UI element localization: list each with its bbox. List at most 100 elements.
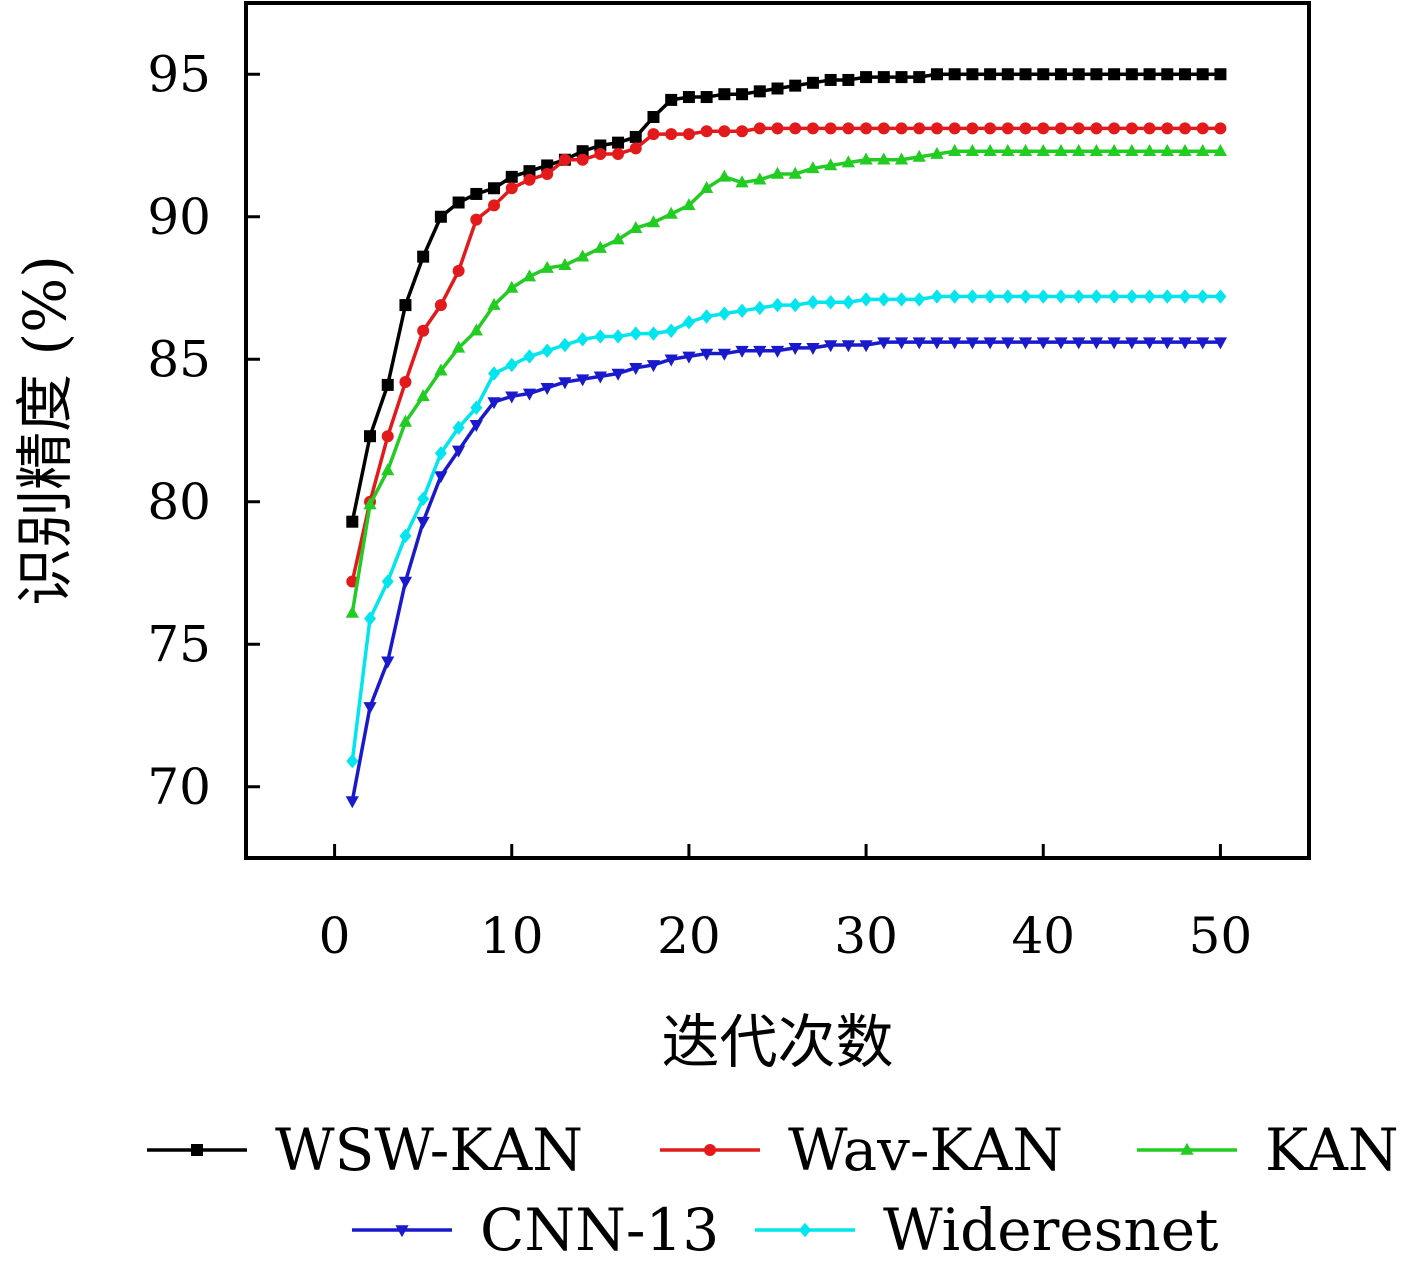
data-point (523, 165, 536, 178)
data-point (1072, 289, 1085, 304)
data-point (558, 337, 571, 353)
data-point (753, 85, 766, 98)
data-point (717, 348, 731, 361)
data-point (594, 148, 607, 161)
data-point (399, 528, 412, 544)
data-point (612, 148, 625, 161)
data-point (736, 125, 749, 138)
data-point (1142, 144, 1157, 156)
series-wideresnet (346, 289, 1227, 769)
data-point (894, 337, 909, 350)
legend-item: Wideresnet (755, 1196, 1218, 1264)
data-point (753, 122, 766, 135)
data-point (718, 306, 731, 321)
data-point (1213, 337, 1228, 350)
data-point (470, 213, 483, 226)
data-point (1036, 337, 1050, 350)
data-point (877, 152, 891, 165)
y-tick-label: 75 (147, 615, 211, 673)
data-point (894, 152, 909, 165)
data-point (966, 68, 979, 81)
data-point (1214, 289, 1227, 304)
data-point (965, 337, 979, 350)
data-point (1125, 144, 1139, 156)
data-point (1161, 68, 1174, 81)
data-point (434, 446, 447, 461)
data-point (682, 128, 695, 141)
data-point (647, 128, 660, 141)
data-point (612, 136, 625, 149)
data-point (1090, 122, 1103, 135)
data-point (576, 249, 590, 262)
data-point (470, 187, 483, 200)
data-point (647, 111, 660, 123)
data-point (1143, 289, 1156, 304)
data-point (912, 149, 926, 162)
series-line (350, 126, 1221, 582)
data-point (452, 340, 466, 353)
data-point (842, 295, 855, 310)
data-point (1178, 289, 1191, 304)
series-line (350, 149, 1221, 614)
legend-item: KAN (1137, 1116, 1399, 1184)
data-point (381, 378, 394, 391)
data-point (1019, 68, 1032, 81)
data-point (1037, 122, 1050, 135)
data-point (984, 68, 997, 81)
data-point (930, 146, 944, 159)
data-point (505, 280, 519, 293)
data-point (1054, 68, 1067, 81)
series-line (350, 340, 1221, 802)
data-point (1160, 337, 1174, 350)
data-point (647, 326, 660, 341)
data-point (364, 430, 377, 443)
data-point (395, 1225, 409, 1238)
data-point (700, 91, 713, 104)
data-point (1178, 144, 1192, 156)
data-point (1178, 122, 1191, 135)
data-point (913, 292, 926, 307)
data-point (770, 166, 785, 179)
data-point (682, 91, 695, 104)
data-point (576, 332, 589, 347)
data-point (789, 79, 802, 92)
data-point (895, 292, 908, 307)
data-point (841, 155, 855, 168)
data-point (930, 289, 943, 304)
data-point (948, 122, 961, 135)
data-point (363, 702, 377, 715)
data-point (381, 463, 395, 476)
data-point (1018, 144, 1033, 156)
data-point (1196, 122, 1209, 135)
data-point (398, 576, 413, 589)
data-point (1090, 289, 1103, 304)
data-point (966, 122, 979, 135)
data-point (1090, 68, 1103, 81)
data-point (1108, 68, 1121, 81)
x-tick-label: 40 (1011, 907, 1075, 965)
data-point (434, 471, 448, 484)
x-tick-label: 30 (834, 907, 898, 965)
data-point (1161, 122, 1174, 135)
data-point (736, 303, 749, 318)
data-point (1125, 68, 1138, 81)
data-point (1107, 144, 1121, 156)
data-point (824, 340, 838, 353)
data-point (1143, 122, 1156, 135)
data-point (488, 366, 501, 381)
data-point (913, 71, 926, 84)
data-point (806, 122, 819, 135)
data-point (646, 215, 661, 228)
data-point (417, 491, 430, 507)
data-point (736, 88, 749, 101)
y-tick-label: 80 (147, 473, 211, 531)
data-point (1089, 337, 1103, 350)
data-point (452, 445, 466, 458)
data-point (381, 574, 394, 589)
data-point (1108, 289, 1121, 304)
data-point (629, 130, 642, 143)
data-point (505, 170, 518, 183)
data-point (1214, 68, 1227, 81)
data-point (824, 73, 837, 86)
legend-item: Wav-KAN (660, 1116, 1063, 1184)
